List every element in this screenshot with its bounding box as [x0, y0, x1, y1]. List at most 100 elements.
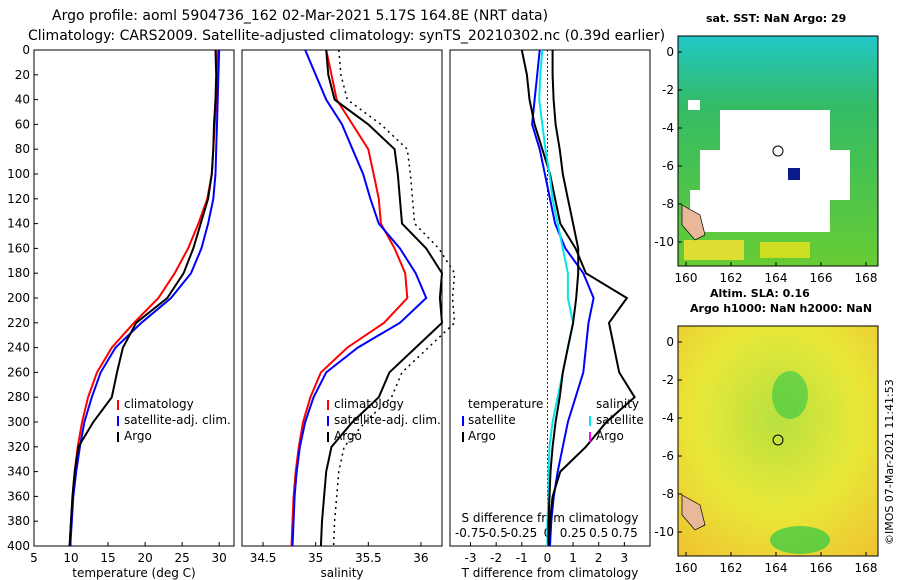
map-y-tick-label: -4	[662, 121, 674, 135]
map-x-tick-label: 160	[675, 271, 698, 285]
salinity-plot-frame	[241, 49, 443, 547]
y-tick-label: 340	[7, 465, 30, 479]
title-line-2: Climatology: CARS2009. Satellite-adjuste…	[28, 28, 665, 44]
difference-plot: -3 -2 -1 0 1 2 3T difference from climatologyS…	[455, 49, 639, 580]
x-tick-label: -1	[516, 551, 528, 565]
legend-temperature-title: temperature	[468, 397, 543, 411]
legend-argo: Argo	[124, 429, 152, 443]
x2-tick-label: -0.25	[506, 526, 537, 540]
map-y-tick-label: -10	[654, 235, 674, 249]
difference-legend: temperature satellite Argo salinity sate…	[462, 397, 644, 443]
legend-t-satellite: satellite	[468, 413, 516, 427]
y-tick-label: 300	[7, 415, 30, 429]
map-top-frame	[677, 35, 879, 267]
legend-satellite: satellite-adj. clim.	[334, 413, 441, 427]
y-tick-label: 380	[7, 514, 30, 528]
y-tick-label: 180	[7, 266, 30, 280]
map-bottom-ticks: 160 162 164 166 168 0 -2 -4 -6 -8 -10	[654, 335, 877, 575]
series-climatology	[290, 49, 409, 547]
y-tick-label: 40	[15, 93, 30, 107]
x2-tick-label: 0.75	[611, 526, 638, 540]
x-axis-label: T difference from climatology	[461, 566, 639, 580]
map-x-tick-label: 160	[675, 561, 698, 575]
x-tick-label: 0	[544, 551, 552, 565]
x-tick-label: 2	[595, 551, 603, 565]
y-tick-label: 160	[7, 241, 30, 255]
map-bottom-low-anomaly	[772, 371, 808, 419]
legend-s-satellite: satellite	[596, 413, 644, 427]
map-top-cloud-patch	[690, 190, 830, 232]
x-tick-label: -3	[465, 551, 477, 565]
y-tick-label: 140	[7, 217, 30, 231]
legend-satellite: satellite-adj. clim.	[124, 413, 231, 427]
map-x-tick-label: 164	[765, 561, 788, 575]
x-tick-label: 5	[30, 551, 38, 565]
y-tick-label: 400	[7, 539, 30, 553]
x2-tick-label: -0.75	[455, 526, 486, 540]
x-tick-label: 20	[137, 551, 152, 565]
map-y-tick-label: -2	[662, 83, 674, 97]
map-bottom-land	[681, 494, 706, 531]
series-argo	[68, 49, 218, 547]
x-axis-label: salinity	[320, 566, 363, 580]
title-line-1: Argo profile: aoml 5904736_162 02-Mar-20…	[52, 8, 548, 24]
temperature-legend: climatology satellite-adj. clim. Argo	[117, 397, 231, 443]
x-axis-label: temperature (deg C)	[72, 566, 195, 580]
salinity-legend: climatology satellite-adj. clim. Argo	[327, 397, 441, 443]
y-tick-label: 20	[15, 68, 30, 82]
series-t-argo	[520, 49, 636, 547]
series-t-satellite	[531, 49, 595, 547]
y-tick-label: 260	[7, 365, 30, 379]
salinity-plot: 34.5 35 35.5 36 salinity	[250, 49, 456, 580]
x-tick-label: -2	[490, 551, 502, 565]
map-x-tick-label: 168	[855, 561, 878, 575]
y-tick-label: 200	[7, 291, 30, 305]
legend-climatology: climatology	[124, 397, 194, 411]
x-tick-label: 15	[100, 551, 115, 565]
map-x-tick-label: 164	[765, 271, 788, 285]
map-top-cloud-patch	[720, 110, 830, 150]
x-tick-label: 34.5	[250, 551, 277, 565]
legend-s-argo: Argo	[596, 429, 624, 443]
series-climatology	[68, 49, 219, 547]
y-tick-label: 80	[15, 142, 30, 156]
temperature-plot-frame	[33, 49, 235, 547]
series-s-argo	[547, 50, 580, 546]
y-tick-label: 220	[7, 316, 30, 330]
map-top-warm-patch	[684, 240, 744, 260]
y-tick-label: 360	[7, 489, 30, 503]
map-y-tick-label: -6	[662, 159, 674, 173]
map-top-footer: Altim. SLA: 0.16	[710, 287, 810, 300]
credit-stamp: ©IMOS 07-Mar-2021 11:41:53	[883, 379, 896, 545]
y-tick-label: 100	[7, 167, 30, 181]
x-tick-label: 30	[212, 551, 227, 565]
map-y-tick-label: -8	[662, 197, 674, 211]
x-tick-label: 10	[63, 551, 78, 565]
y-tick-label: 60	[15, 117, 30, 131]
map-y-tick-label: -8	[662, 487, 674, 501]
map-x-tick-label: 168	[855, 271, 878, 285]
x-tick-label: 36	[413, 551, 428, 565]
x-tick-label: 1	[569, 551, 577, 565]
temperature-plot: 0 20 40 60 80 100 120 140 160 180 200 220 240 260 280 3…	[7, 43, 227, 580]
map-y-tick-label: 0	[666, 45, 674, 59]
map-x-tick-label: 166	[810, 561, 833, 575]
map-top	[677, 35, 879, 267]
x2-tick-label: 0.5	[589, 526, 608, 540]
map-bottom-frame	[677, 325, 879, 557]
series-argo	[319, 49, 444, 547]
map-bottom-low-anomaly	[770, 526, 830, 554]
map-y-tick-label: -10	[654, 525, 674, 539]
x-tick-label: 25	[175, 551, 190, 565]
map-top-argo-position	[772, 145, 784, 157]
map-bottom-argo-position	[772, 434, 784, 446]
y-tick-label: 120	[7, 192, 30, 206]
x-tick-label: 3	[621, 551, 629, 565]
map-x-tick-label: 162	[720, 271, 743, 285]
series-satellite-adj-clim-	[291, 49, 428, 547]
map-top-cold-pixel	[788, 168, 800, 180]
legend-t-argo: Argo	[468, 429, 496, 443]
map-top-land	[681, 204, 706, 241]
map-x-tick-label: 166	[810, 271, 833, 285]
